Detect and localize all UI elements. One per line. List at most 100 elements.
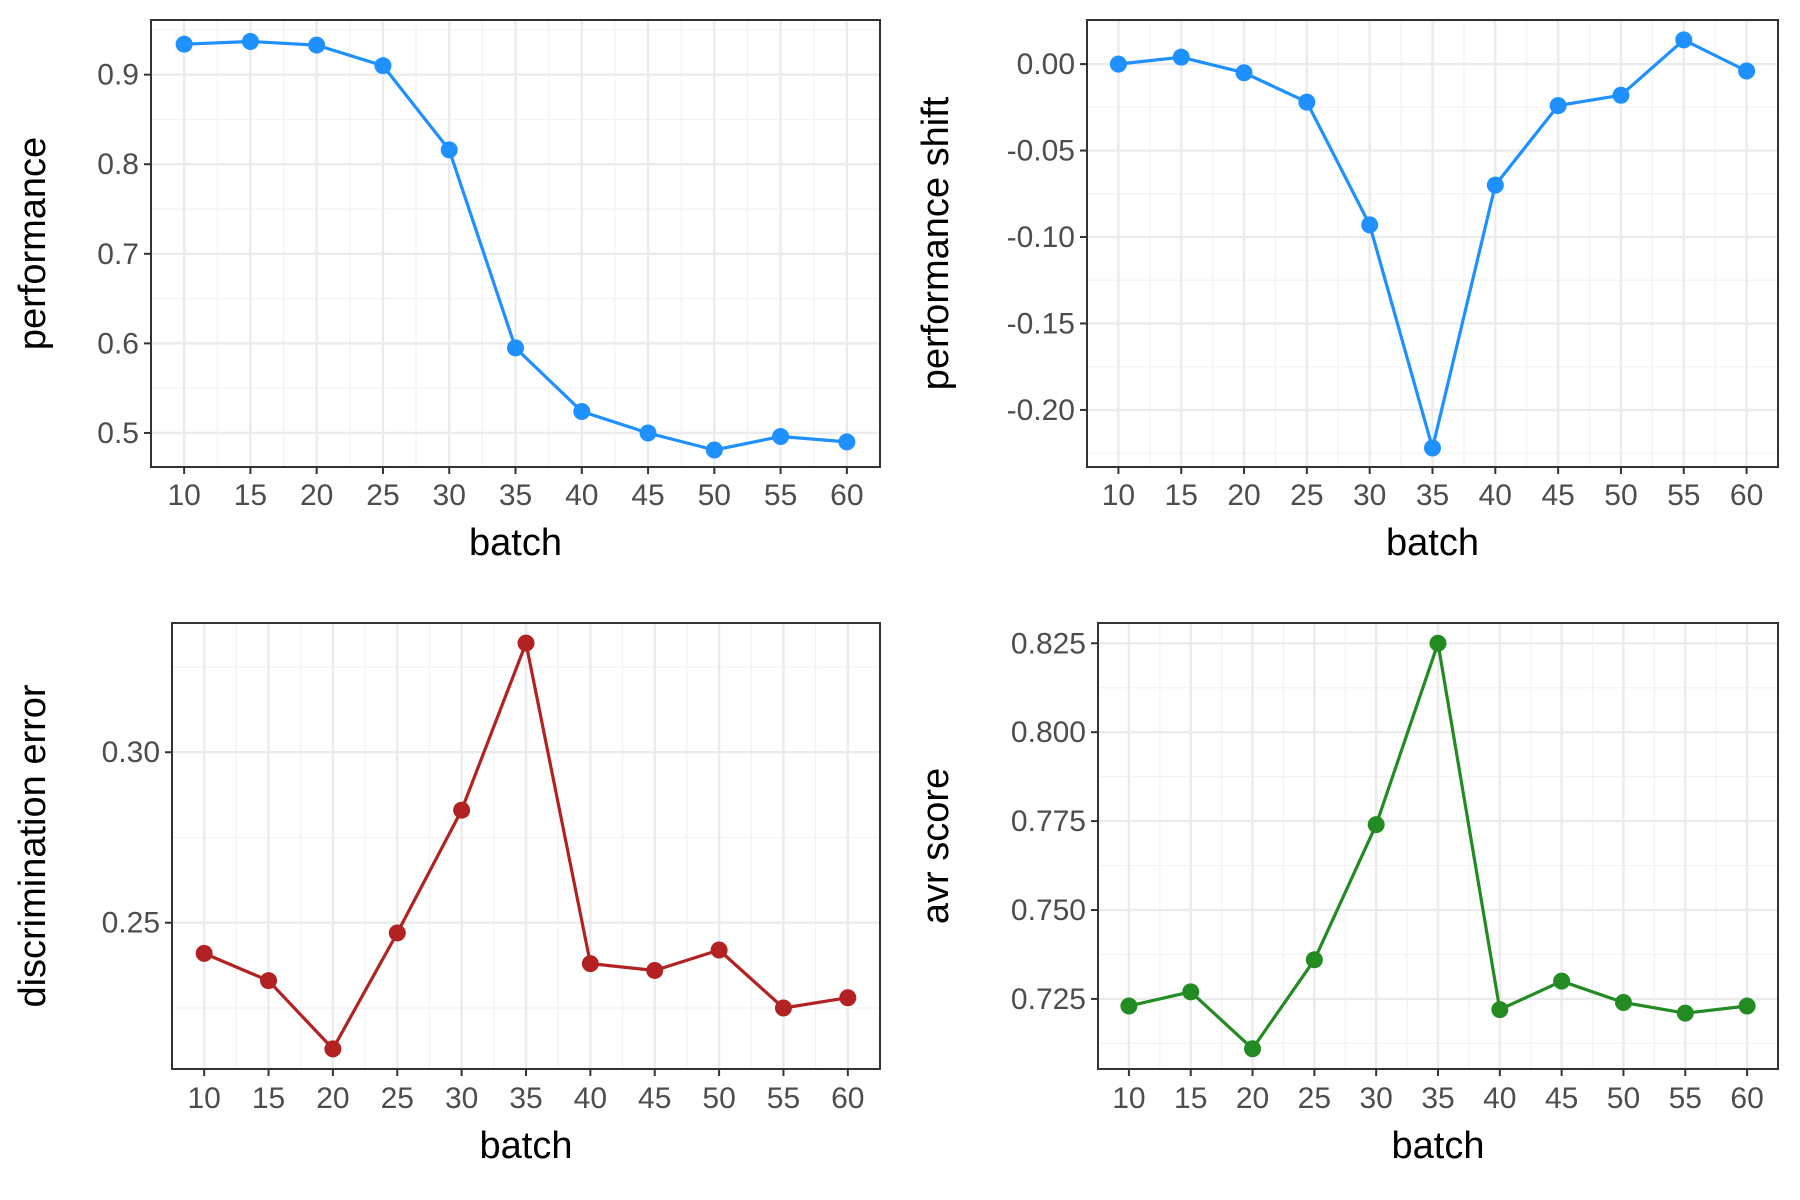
x-tick-label: 30 (1359, 1082, 1392, 1115)
data-point (1235, 64, 1253, 82)
y-tick-label: -0.20 (1007, 394, 1075, 427)
data-point (453, 801, 471, 819)
y-tick-label: -0.10 (1007, 221, 1075, 254)
x-tick-label: 45 (1541, 479, 1574, 512)
x-tick-label: 35 (499, 479, 532, 512)
x-tick-label: 40 (1479, 479, 1512, 512)
y-tick-label: 0.5 (97, 417, 139, 450)
data-point (1491, 1001, 1509, 1019)
x-tick-label: 60 (830, 479, 863, 512)
x-tick-label: 40 (1483, 1082, 1516, 1115)
x-tick-label: 10 (187, 1082, 220, 1115)
x-tick-label: 55 (1667, 479, 1700, 512)
x-tick-label: 50 (702, 1082, 735, 1115)
data-point (1614, 993, 1632, 1011)
x-tick-label: 10 (167, 479, 200, 512)
x-tick-label: 30 (445, 1082, 478, 1115)
data-point (388, 924, 406, 942)
y-tick-label: 0.00 (1017, 48, 1075, 81)
chart-panel-2: 10 15 20 25 30 35 40 45 50 55 60 0.00 -0.05 -0.10 -0.1… (915, 19, 1779, 564)
x-tick-label: 30 (433, 479, 466, 512)
data-point (175, 35, 193, 53)
x-axis-title: batch (1386, 522, 1479, 564)
x-tick-label: 30 (1353, 479, 1386, 512)
x-tick-label: 50 (698, 479, 731, 512)
y-tick-label: 0.725 (1011, 983, 1086, 1016)
data-point (507, 339, 524, 357)
data-point (195, 944, 213, 962)
x-tick-label: 45 (1545, 1082, 1578, 1115)
x-tick-label: 55 (767, 1082, 800, 1115)
data-point (1109, 55, 1127, 73)
data-point (1738, 62, 1756, 80)
x-tick-label: 60 (1730, 1082, 1763, 1115)
data-point (774, 999, 792, 1017)
data-point (1612, 86, 1630, 104)
x-tick-label: 20 (300, 479, 333, 512)
data-point (1367, 816, 1385, 834)
x-tick-label: 50 (1604, 479, 1637, 512)
y-tick-label: 0.775 (1011, 805, 1086, 838)
data-point (374, 57, 392, 75)
y-tick-label: 0.8 (97, 148, 139, 181)
y-axis-title: performance shift (915, 96, 957, 390)
x-tick-label: 50 (1607, 1082, 1640, 1115)
x-tick-label: 25 (381, 1082, 414, 1115)
data-point (1305, 951, 1323, 969)
x-tick-label: 25 (366, 479, 399, 512)
x-tick-label: 15 (252, 1082, 285, 1115)
y-axis-title: avr score (915, 768, 957, 924)
x-tick-label: 60 (1730, 479, 1763, 512)
data-point (308, 36, 326, 54)
x-tick-label: 35 (509, 1082, 542, 1115)
data-point (260, 972, 278, 990)
data-point (1361, 216, 1379, 234)
x-tick-label: 15 (234, 479, 267, 512)
y-axis-title: discrimination error (12, 684, 54, 1007)
x-tick-label: 45 (631, 479, 664, 512)
data-point (581, 955, 599, 973)
data-point (839, 989, 857, 1007)
data-point (705, 441, 723, 459)
y-tick-label: 0.800 (1011, 716, 1086, 749)
y-tick-label: -0.15 (1007, 307, 1075, 340)
x-tick-label: 55 (764, 479, 797, 512)
y-tick-label: 0.825 (1011, 627, 1086, 660)
data-point (1424, 439, 1441, 457)
x-tick-label: 20 (316, 1082, 349, 1115)
x-tick-label: 40 (574, 1082, 607, 1115)
y-tick-label: 0.750 (1011, 894, 1086, 927)
chart-panel-3: 10 15 20 25 30 35 40 45 50 55 60 0.25 0.30 batch discr… (12, 622, 881, 1167)
x-tick-label: 20 (1236, 1082, 1269, 1115)
x-tick-label: 35 (1421, 1082, 1454, 1115)
data-point (639, 424, 657, 442)
x-tick-label: 35 (1416, 479, 1449, 512)
y-tick-label: 0.9 (97, 59, 139, 92)
x-axis-title: batch (480, 1125, 573, 1167)
x-tick-label: 10 (1112, 1082, 1145, 1115)
chart-panel-4: 10 15 20 25 30 35 40 45 50 55 60 0.725 0.750 0.775 0.8… (915, 622, 1779, 1167)
y-tick-label: 0.30 (102, 736, 160, 769)
data-point (1182, 983, 1200, 1001)
y-tick-label: 0.25 (102, 907, 160, 940)
chart-panel-1: 10 15 20 25 30 35 40 45 50 55 60 0.5 0.6 0.7 0.8 0.9 bat… (12, 19, 881, 564)
data-point (440, 141, 458, 159)
y-tick-label: 0.7 (97, 238, 139, 271)
data-point (1120, 997, 1138, 1015)
x-tick-label: 40 (565, 479, 598, 512)
data-point (1172, 48, 1190, 66)
x-tick-label: 55 (1669, 1082, 1702, 1115)
data-point (1553, 972, 1571, 990)
x-axis-title: batch (469, 522, 562, 564)
data-point (646, 961, 664, 979)
data-point (517, 634, 535, 652)
x-tick-label: 45 (638, 1082, 671, 1115)
x-tick-label: 15 (1174, 1082, 1207, 1115)
data-point (1676, 1004, 1694, 1022)
x-axis-title: batch (1392, 1125, 1485, 1167)
data-point (772, 428, 790, 446)
y-tick-label: -0.05 (1007, 135, 1075, 168)
x-tick-label: 10 (1102, 479, 1135, 512)
data-point (1738, 997, 1756, 1015)
